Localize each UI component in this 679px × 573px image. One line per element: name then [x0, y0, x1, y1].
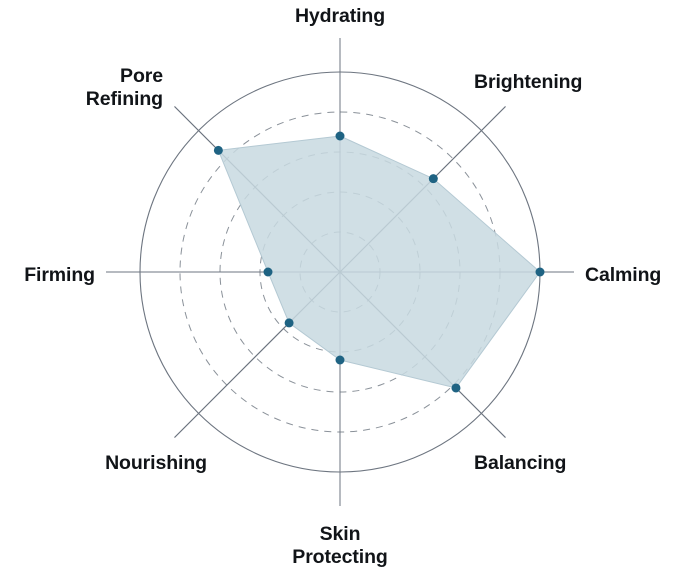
axis-label-pore-refining-line1: Pore: [120, 65, 163, 87]
axis-label-skin-protecting: Skin Protecting: [292, 523, 388, 568]
axis-label-hydrating: Hydrating: [295, 5, 385, 27]
data-point-markers: [213, 131, 545, 393]
data-point-pore-refining: [213, 145, 223, 155]
axis-label-calming: Calming: [585, 264, 661, 286]
data-point-calming: [535, 267, 545, 277]
data-point-skin-protecting: [335, 355, 345, 365]
data-point-brightening: [428, 174, 438, 184]
data-point-nourishing: [284, 318, 294, 328]
data-point-firming: [263, 267, 273, 277]
axis-label-skin-protecting-line1: Skin: [320, 523, 361, 545]
data-point-balancing: [451, 383, 461, 393]
axis-label-pore-refining: Pore Refining: [86, 65, 164, 110]
axis-label-firming: Firming: [24, 264, 95, 286]
axis-label-skin-protecting-line2: Protecting: [292, 546, 387, 568]
axis-label-balancing: Balancing: [474, 452, 566, 474]
data-point-hydrating: [335, 131, 345, 141]
axis-label-brightening: Brightening: [474, 71, 582, 93]
axis-label-pore-refining-line2: Refining: [86, 88, 163, 110]
axis-label-nourishing: Nourishing: [105, 452, 207, 474]
